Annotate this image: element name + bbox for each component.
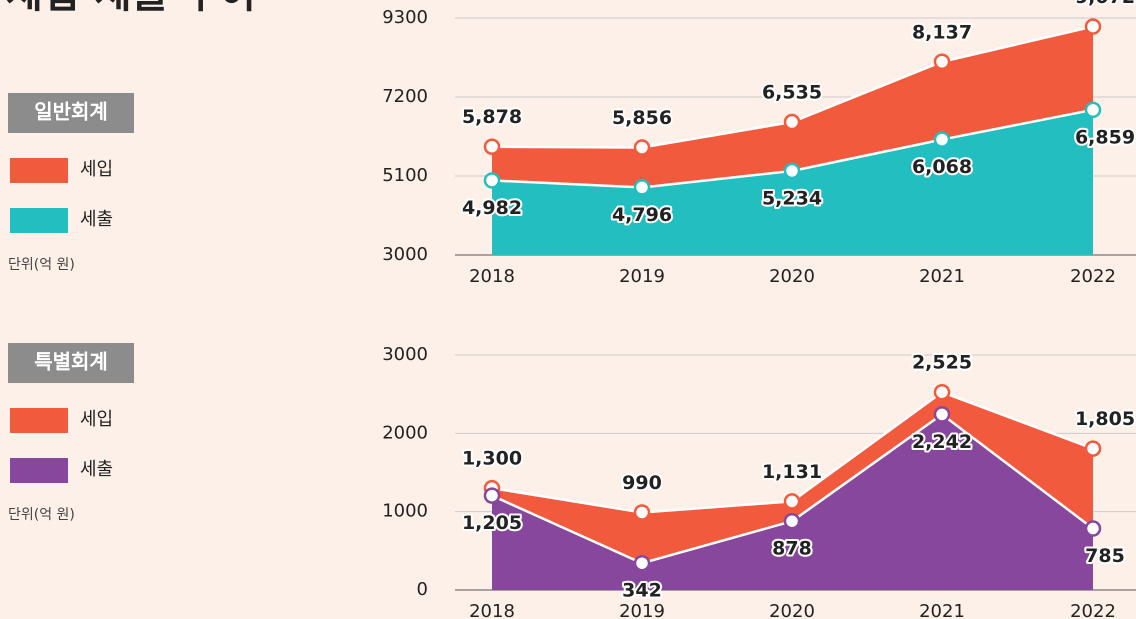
value-label: 878 [772,538,812,560]
y-tick-label: 7200 [382,86,428,107]
y-tick-label: 2000 [382,422,428,443]
x-tick-label: 2018 [469,601,515,619]
page-title: 세입·세출 추이 [6,0,256,17]
point [783,512,801,530]
value-label: 1,805 [1075,408,1135,430]
value-label: 4,982 [462,197,522,219]
point [1084,440,1102,457]
x-tick-label: 2019 [619,266,665,287]
panel-label-box [8,343,134,383]
point [933,383,951,401]
legend-label: 세출 [80,209,113,230]
value-label: 9,072 [1075,0,1135,8]
value-label: 2,242 [912,431,972,453]
point [483,138,501,155]
value-label: 1,131 [762,461,822,483]
x-tick-label: 2020 [769,266,815,287]
value-label: 5,856 [612,107,672,129]
value-label: 785 [1085,545,1125,567]
value-label: 2,525 [912,352,972,374]
y-tick-label: 9300 [382,7,428,28]
value-label: 4,796 [612,204,672,226]
point [633,554,651,572]
point [483,172,501,189]
legend-label: 세출 [80,459,113,480]
value-label: 5,878 [462,106,522,128]
point [633,504,651,521]
legend-label: 세입 [80,409,113,430]
point [1084,18,1102,35]
y-tick-label: 3000 [382,244,428,265]
unit-label: 단위(억 원) [8,507,75,523]
value-label: 990 [622,472,662,494]
x-tick-label: 2018 [469,266,515,287]
point [783,493,801,510]
x-tick-label: 2021 [919,266,965,287]
value-label: 8,137 [912,21,972,43]
x-tick-label: 2019 [619,601,665,619]
unit-label: 단위(억 원) [8,257,75,273]
point [933,406,951,423]
legend-swatch [10,208,68,233]
point [783,162,801,180]
legend-swatch [10,408,68,433]
value-label: 5,234 [762,187,822,209]
point [933,53,951,71]
panel-label: 특별회계 [34,350,108,374]
value-label: 6,859 [1075,126,1135,148]
y-tick-label: 3000 [382,344,428,365]
y-tick-label: 5100 [382,165,428,186]
value-label: 1,205 [462,512,522,534]
point [933,131,951,148]
value-label: 342 [622,580,662,602]
legend-swatch [10,158,68,183]
x-tick-label: 2022 [1070,266,1116,287]
legend-swatch [10,458,68,483]
legend-label: 세입 [80,159,113,180]
y-tick-label: 0 [417,579,428,600]
panel-label: 일반회계 [34,100,108,124]
point [633,139,651,156]
x-tick-label: 2021 [919,601,965,619]
area [492,414,1093,590]
point [633,179,651,196]
point [1084,101,1102,119]
point [783,113,801,131]
x-tick-label: 2020 [769,601,815,619]
value-label: 6,068 [912,156,972,178]
point [1084,520,1102,537]
y-tick-label: 1000 [382,501,428,522]
x-tick-label: 2022 [1070,601,1116,619]
value-label: 6,535 [762,82,822,104]
point [483,487,501,504]
panel-label-box [8,93,134,133]
value-label: 1,300 [462,448,522,470]
